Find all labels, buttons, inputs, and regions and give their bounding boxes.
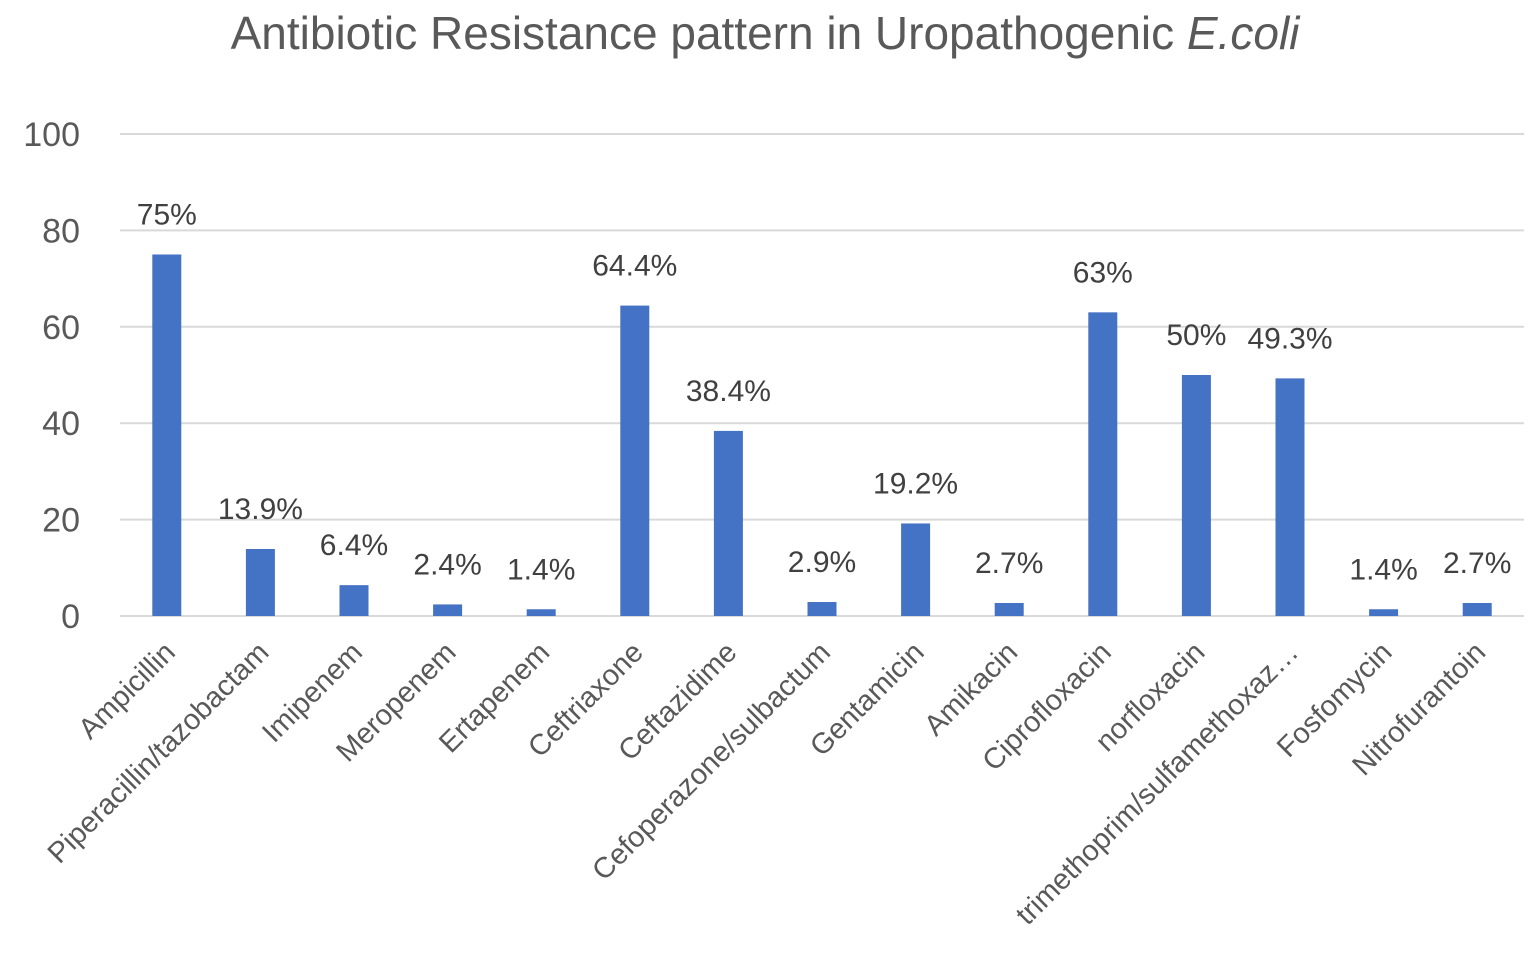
data-label: 1.4%	[507, 553, 575, 586]
y-tick-label: 0	[61, 598, 80, 636]
bar-2	[339, 585, 369, 616]
data-label: 13.9%	[218, 493, 303, 526]
data-label: 6.4%	[320, 529, 388, 562]
data-label: 75%	[137, 199, 197, 232]
data-label: 2.4%	[413, 548, 481, 581]
y-tick-label: 100	[23, 116, 80, 154]
data-label: 63%	[1073, 256, 1133, 289]
data-label: 38.4%	[686, 375, 771, 408]
data-label: 19.2%	[873, 467, 958, 500]
chart-title-main: Antibiotic Resistance pattern in Uropath…	[230, 7, 1175, 59]
data-label: 2.7%	[1443, 547, 1511, 580]
bar-4	[526, 609, 556, 616]
data-label: 50%	[1166, 319, 1226, 352]
bar-6	[713, 430, 743, 616]
y-tick-label: 80	[42, 212, 80, 250]
data-label: 49.3%	[1247, 322, 1332, 355]
data-labels: 75% 13.9% 6.4% 2.4% 1.4% 64.4% 38.4% 2.9% 19.2% 2…	[137, 199, 1512, 587]
bar-12	[1275, 378, 1305, 616]
x-axis-categories: AmpicillinPiperacillin/tazobactamImipene…	[42, 636, 1492, 931]
data-label: 2.9%	[788, 546, 856, 579]
bar-0	[152, 254, 182, 616]
data-label: 1.4%	[1349, 553, 1417, 586]
bar-10	[1088, 312, 1118, 616]
bar-3	[433, 604, 463, 616]
bar-9	[994, 602, 1024, 616]
data-label: 64.4%	[592, 250, 677, 283]
y-tick-label: 20	[42, 502, 80, 540]
bar-8	[901, 523, 931, 616]
bar-13	[1369, 609, 1399, 616]
chart-title-italic: E.coli	[1186, 7, 1300, 59]
chart-title: Antibiotic Resistance pattern in Uropath…	[0, 6, 1530, 60]
bars	[152, 254, 1492, 616]
data-label: 2.7%	[975, 547, 1043, 580]
bar-7	[807, 602, 837, 616]
y-axis-ticks: 0 20 40 60 80 100	[23, 116, 80, 636]
bar-5	[620, 305, 650, 616]
bar-14	[1462, 602, 1492, 616]
bar-1	[245, 549, 275, 616]
y-tick-label: 40	[42, 405, 80, 443]
y-tick-label: 60	[42, 309, 80, 347]
bar-11	[1181, 375, 1211, 616]
